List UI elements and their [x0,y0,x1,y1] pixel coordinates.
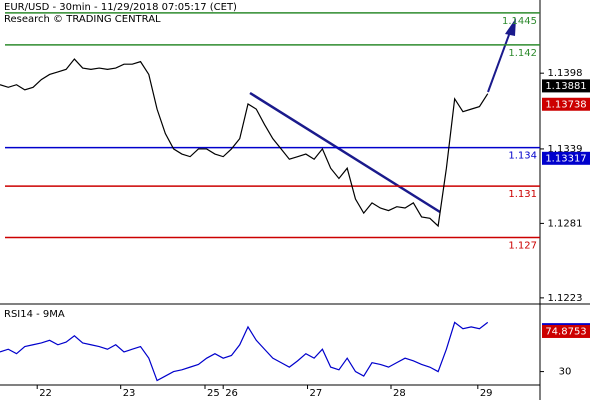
x-tick-label: 27 [310,388,323,399]
x-tick-label: 28 [393,388,406,399]
level-label: 1.134 [508,151,537,162]
chart-title: EUR/USD - 30min - 11/29/2018 07:05:17 (C… [4,2,237,13]
y-tick-label: 30 [559,367,572,378]
y-tick-label: 1.1398 [548,68,583,79]
rsi-title: RSI14 - 9MA [4,309,65,320]
x-tick-label: 25 [207,388,220,399]
x-tick-label: 22 [39,388,52,399]
price-label: 74.8753 [545,326,586,337]
x-tick-label: 29 [480,388,493,399]
forecast-arrow [487,31,511,93]
x-tick-label: 23 [123,388,136,399]
level-label: 1.131 [508,189,537,200]
arrow-head [505,18,516,36]
y-tick-label: 1.1281 [548,218,583,229]
price-label: 1.13317 [545,153,586,164]
y-tick-label: 1.1339 [548,144,583,155]
price-label-box [542,324,590,338]
series-line [0,58,489,228]
price-label-box [542,151,590,165]
level-label: 1.127 [508,241,537,252]
chart-subtitle: Research © TRADING CENTRAL [4,14,161,25]
level-label: 1.142 [508,48,537,59]
price-label: 1.13738 [545,99,586,110]
trend-line [249,91,441,214]
series-line [0,321,489,382]
x-tick-label: 26 [225,388,238,399]
y-tick-label: 1.1223 [548,293,583,304]
price-label: 1.13881 [545,81,586,92]
level-label: 1.1445 [502,16,537,27]
price-label-box [542,97,590,111]
price-label-box [542,79,590,93]
